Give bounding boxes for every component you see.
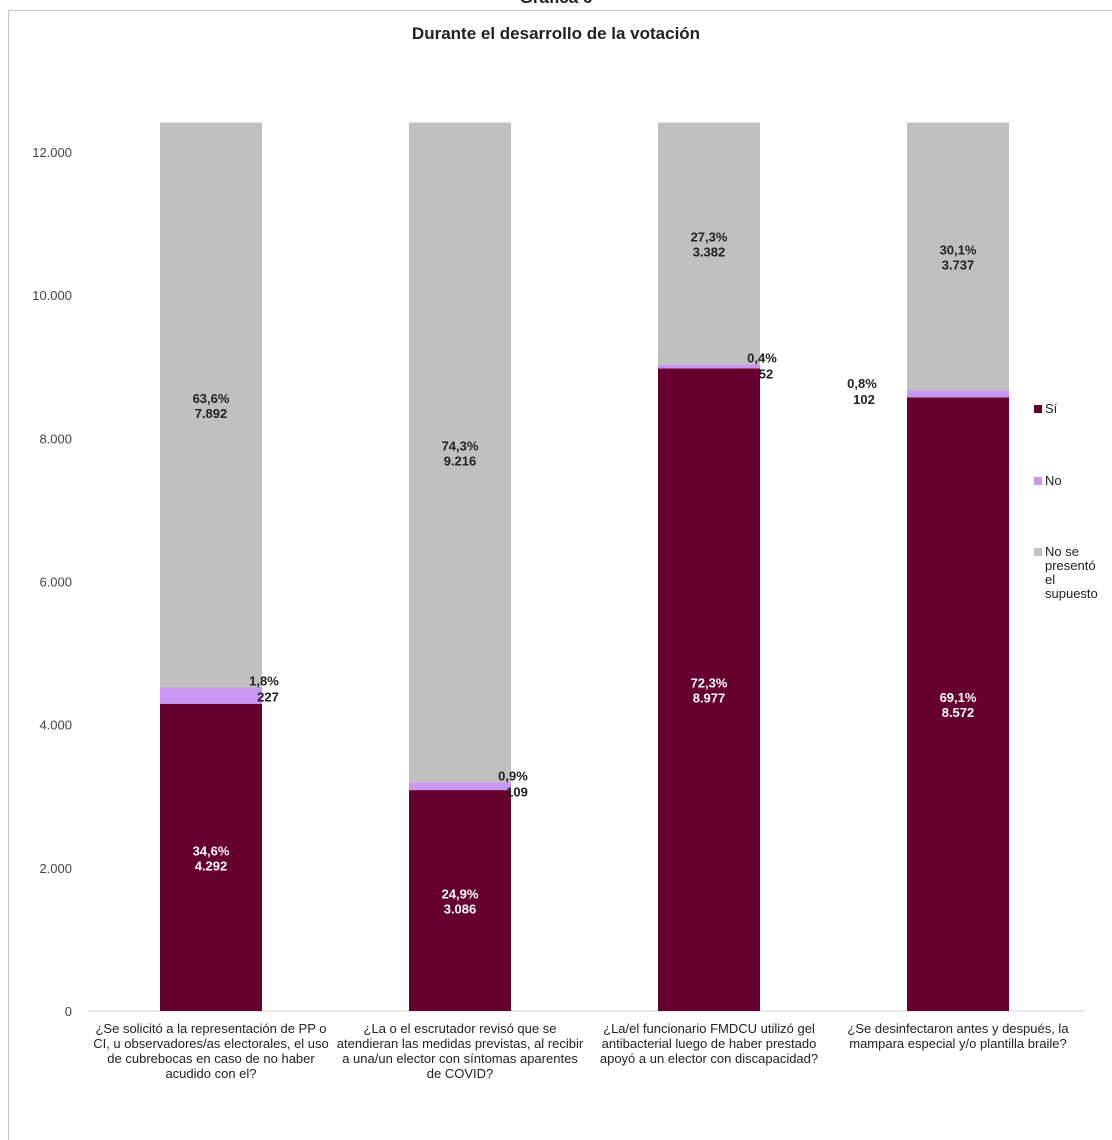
data-label-pct: 74,3% <box>442 438 479 453</box>
bar-segment-no <box>160 687 262 704</box>
legend-label: supuesto <box>1045 586 1098 601</box>
y-tick-label: 12.000 <box>32 145 72 160</box>
x-category-label: ¿La o el escrutador revisó que se atendi… <box>336 1021 584 1081</box>
legend-label: Sí <box>1045 401 1058 416</box>
x-category-label: ¿Se desinfectaron antes y después, la ma… <box>847 1021 1069 1051</box>
bar-segment-si <box>907 397 1009 1011</box>
y-tick-label: 10.000 <box>32 288 72 303</box>
data-label-value: 9.216 <box>444 453 477 468</box>
legend-item: No se presentó el supuesto <box>1034 545 1098 601</box>
legend-item: Sí <box>1034 402 1057 416</box>
data-label-value: 102 <box>853 392 875 407</box>
legend-label: presentó <box>1045 558 1096 573</box>
x-category-label: ¿La/el funcionario FMDCU utilizó gel ant… <box>599 1021 819 1066</box>
bar-segment-no-se-presento <box>907 122 1009 391</box>
legend-item: No <box>1034 474 1062 488</box>
bar-segment-no-se-presento <box>409 122 511 783</box>
y-tick-label: 6.000 <box>39 575 72 590</box>
data-label-value: 4.292 <box>195 858 228 873</box>
chart-frame <box>8 10 1112 1140</box>
y-tick-label: 0 <box>65 1004 72 1019</box>
legend-swatch <box>1034 477 1042 485</box>
bar-segment-no <box>907 390 1009 398</box>
y-tick-label: 8.000 <box>39 431 72 446</box>
data-label-pct: 27,3% <box>691 230 728 245</box>
data-label-value: 3.737 <box>942 257 975 272</box>
data-label-value: 7.892 <box>195 406 228 421</box>
data-label-pct: 72,3% <box>691 676 728 691</box>
bar-segment-no-se-presento <box>160 122 262 688</box>
bar-segment-si <box>658 368 760 1011</box>
data-label-value: 227 <box>257 690 279 705</box>
data-label-pct: 30,1% <box>940 242 977 257</box>
legend-label: el <box>1045 572 1056 587</box>
data-label-pct: 0,9% <box>498 768 528 783</box>
data-label-value: 52 <box>759 367 773 382</box>
data-label-value: 8.572 <box>942 705 975 720</box>
data-label-value: 109 <box>506 784 528 799</box>
data-label-pct: 69,1% <box>940 690 977 705</box>
data-label-pct: 1,8% <box>249 674 279 689</box>
data-label-pct: 24,9% <box>442 887 479 902</box>
bar-segment-no-se-presento <box>658 122 760 365</box>
y-tick-label: 2.000 <box>39 861 72 876</box>
bar-segment-si <box>160 703 262 1011</box>
figure-label: Gráfica 6 <box>0 0 1112 8</box>
legend-swatch <box>1034 548 1042 556</box>
data-label-value: 8.977 <box>693 691 726 706</box>
data-label-value: 3.086 <box>444 902 477 917</box>
chart-title: Durante el desarrollo de la votación <box>411 24 701 43</box>
x-category-label: ¿Se solicitó a la representación de PP o… <box>93 1021 329 1081</box>
bar-segment-si <box>409 790 511 1011</box>
legend-label: No se <box>1045 544 1079 559</box>
legend-swatch <box>1034 405 1042 413</box>
bar-segment-no <box>409 782 511 791</box>
data-label-pct: 0,8% <box>847 376 877 391</box>
data-label-pct: 34,6% <box>193 843 230 858</box>
legend-label: No <box>1045 473 1062 488</box>
bar-segment-no <box>658 364 760 369</box>
y-tick-label: 4.000 <box>39 718 72 733</box>
data-label-value: 3.382 <box>693 245 726 260</box>
data-label-pct: 63,6% <box>193 391 230 406</box>
data-label-pct: 0,4% <box>747 351 777 366</box>
